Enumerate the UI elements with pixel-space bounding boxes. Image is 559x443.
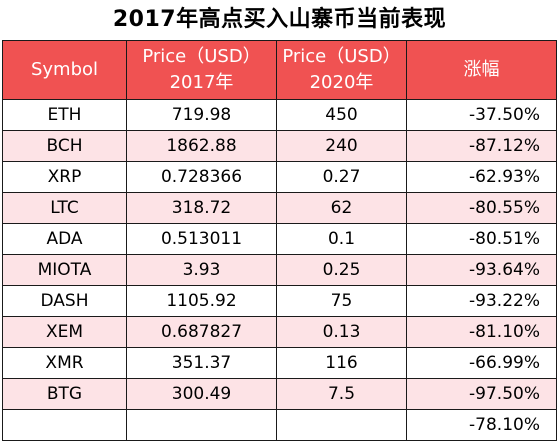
table-row: XEM 0.687827 0.13 -81.10% xyxy=(2,316,557,348)
header-row: Symbol Price（USD） 2017年 Price（USD） 2020年… xyxy=(2,40,557,100)
table-row: BTG 300.49 7.5 -97.50% xyxy=(2,378,557,410)
change-cell: -37.50% xyxy=(406,99,557,131)
price-2020-cell: 240 xyxy=(276,130,407,162)
symbol-cell: DASH xyxy=(2,285,127,317)
table-row: XRP 0.728366 0.27 -62.93% xyxy=(2,161,557,193)
price-2020-cell: 62 xyxy=(276,192,407,224)
price-2017-cell: 300.49 xyxy=(126,378,277,410)
symbol-cell: MIOTA xyxy=(2,254,127,286)
table-row: ADA 0.513011 0.1 -80.51% xyxy=(2,223,557,255)
price-2020-cell: 7.5 xyxy=(276,378,407,410)
change-cell: -93.22% xyxy=(406,285,557,317)
table-row: LTC 318.72 62 -80.55% xyxy=(2,192,557,224)
price-2020-cell: 0.1 xyxy=(276,223,407,255)
symbol-cell: BCH xyxy=(2,130,127,162)
table-row: ETH 719.98 450 -37.50% xyxy=(2,99,557,131)
price-2017-cell: 0.687827 xyxy=(126,316,277,348)
change-header: 涨幅 xyxy=(406,40,557,100)
price-2020-cell: 450 xyxy=(276,99,407,131)
change-cell: -80.51% xyxy=(406,223,557,255)
symbol-header: Symbol xyxy=(2,40,127,100)
price-2017-cell: 3.93 xyxy=(126,254,277,286)
change-cell: -87.12% xyxy=(406,130,557,162)
symbol-cell: ADA xyxy=(2,223,127,255)
price-2020-cell: 116 xyxy=(276,347,407,379)
price-2017-cell: 351.37 xyxy=(126,347,277,379)
price-2020-cell: 75 xyxy=(276,285,407,317)
summary-price-2017-cell xyxy=(126,409,277,441)
change-cell: -80.55% xyxy=(406,192,557,224)
price-2017-header-line1: Price（USD） xyxy=(142,46,261,67)
price-2020-header-line1: Price（USD） xyxy=(282,46,401,67)
price-2020-cell: 0.13 xyxy=(276,316,407,348)
summary-row: -78.10% xyxy=(2,409,557,441)
symbol-cell: XMR xyxy=(2,347,127,379)
change-cell: -81.10% xyxy=(406,316,557,348)
price-2020-cell: 0.25 xyxy=(276,254,407,286)
price-2017-cell: 0.728366 xyxy=(126,161,277,193)
price-2020-header-line2: 2020年 xyxy=(309,72,374,93)
price-2020-cell: 0.27 xyxy=(276,161,407,193)
table-row: DASH 1105.92 75 -93.22% xyxy=(2,285,557,317)
price-2017-header: Price（USD） 2017年 xyxy=(126,40,277,100)
table-row: BCH 1862.88 240 -87.12% xyxy=(2,130,557,162)
table-row: XMR 351.37 116 -66.99% xyxy=(2,347,557,379)
summary-symbol-cell xyxy=(2,409,127,441)
price-2017-cell: 719.98 xyxy=(126,99,277,131)
change-cell: -97.50% xyxy=(406,378,557,410)
table-row: MIOTA 3.93 0.25 -93.64% xyxy=(2,254,557,286)
price-2017-header-line2: 2017年 xyxy=(169,72,234,93)
change-cell: -66.99% xyxy=(406,347,557,379)
change-cell: -62.93% xyxy=(406,161,557,193)
change-cell: -93.64% xyxy=(406,254,557,286)
price-2020-header: Price（USD） 2020年 xyxy=(276,40,407,100)
price-2017-cell: 1862.88 xyxy=(126,130,277,162)
symbol-cell: LTC xyxy=(2,192,127,224)
symbol-cell: ETH xyxy=(2,99,127,131)
symbol-cell: XRP xyxy=(2,161,127,193)
average-change-cell: -78.10% xyxy=(406,409,557,441)
summary-price-2020-cell xyxy=(276,409,407,441)
table-title: 2017年高点买入山寨币当前表现 xyxy=(112,7,447,32)
symbol-cell: XEM xyxy=(2,316,127,348)
price-2017-cell: 318.72 xyxy=(126,192,277,224)
price-table: Symbol Price（USD） 2017年 Price（USD） 2020年… xyxy=(2,40,557,441)
price-2017-cell: 1105.92 xyxy=(126,285,277,317)
symbol-cell: BTG xyxy=(2,378,127,410)
price-2017-cell: 0.513011 xyxy=(126,223,277,255)
